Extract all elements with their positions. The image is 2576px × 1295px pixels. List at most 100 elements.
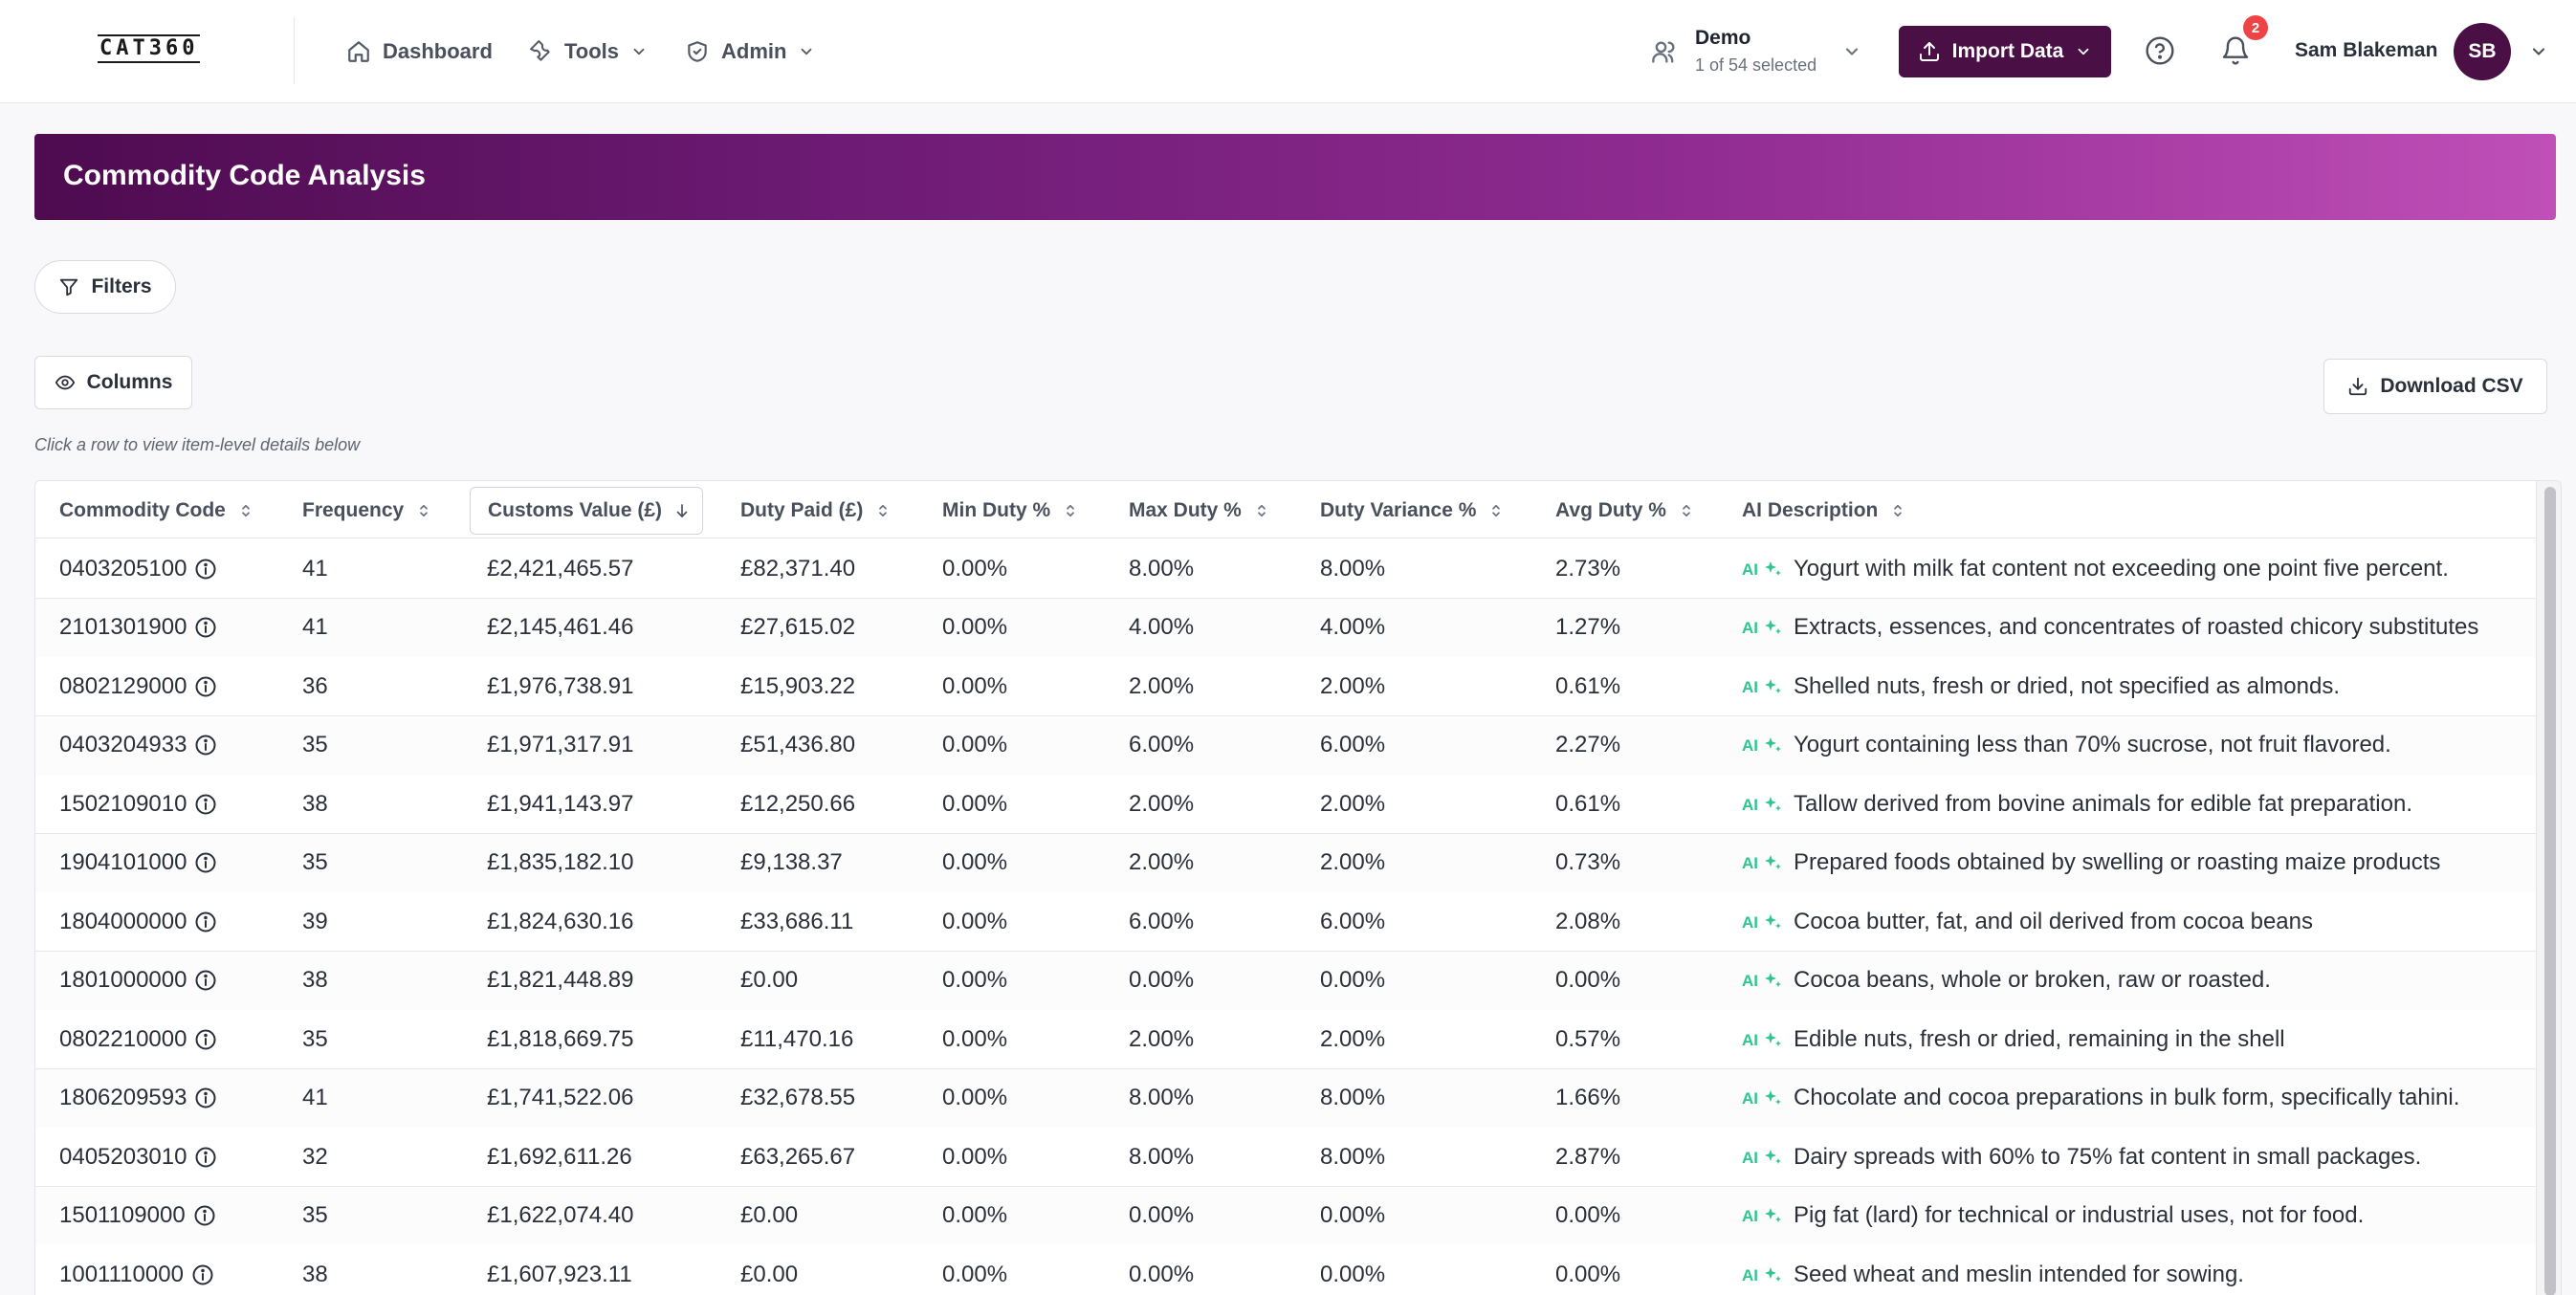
cell-text: 39 <box>302 908 328 934</box>
info-icon[interactable] <box>194 1146 217 1169</box>
cell-duty-paid: £32,678.55 <box>716 1069 855 1128</box>
table-row[interactable]: 0403205100 41 £2,421,465.57 £82,371.40 0.00%… <box>35 539 2536 599</box>
cell-text: 0.00% <box>942 849 1008 875</box>
cell-duty-variance: 8.00% <box>1296 1069 1385 1128</box>
cell-text: £33,686.11 <box>740 908 854 934</box>
cell-ai-description: AI Shelled nuts, fresh or dried, not spec… <box>1718 657 2340 715</box>
table-row[interactable]: 0405203010 32 £1,692,611.26 £63,265.67 0.00%… <box>35 1128 2536 1187</box>
sort-icon[interactable] <box>1678 502 1695 519</box>
info-icon[interactable] <box>194 616 217 639</box>
cell-text: 36 <box>302 672 328 699</box>
table-row[interactable]: 1801000000 38 £1,821,448.89 £0.00 0.00% 0.00%… <box>35 951 2536 1011</box>
cell-text: Cocoa beans, whole or broken, raw or roa… <box>1794 967 2271 993</box>
cell-max-duty: 8.00% <box>1105 539 1194 598</box>
sort-icon[interactable] <box>415 502 432 519</box>
table-row[interactable]: 2101301900 41 £2,145,461.46 £27,615.02 0.00%… <box>35 598 2536 658</box>
columns-button[interactable]: Columns <box>34 356 192 409</box>
cell-text: 2.00% <box>1129 849 1195 875</box>
ai-sparkle-icon: AI <box>1742 558 1794 581</box>
table-row[interactable]: 1806209593 41 £1,741,522.06 £32,678.55 0.00%… <box>35 1068 2536 1129</box>
table-row[interactable]: 1501109000 35 £1,622,074.40 £0.00 0.00% 0.00%… <box>35 1186 2536 1246</box>
column-header-commodity-code[interactable]: Commodity Code <box>35 487 254 535</box>
column-header-max-duty[interactable]: Max Duty % <box>1105 487 1270 535</box>
cell-text: £1,692,611.26 <box>487 1143 632 1170</box>
cell-text: 0.00% <box>1129 1261 1195 1287</box>
info-icon[interactable] <box>191 1263 214 1286</box>
download-csv-button[interactable]: Download CSV <box>2323 359 2547 414</box>
cell-text: 2.00% <box>1320 1025 1386 1052</box>
cell-commodity-code: 1801000000 <box>35 952 217 1010</box>
cell-duty-paid: £63,265.67 <box>716 1128 855 1186</box>
column-header-label: Duty Paid (£) <box>740 499 864 521</box>
sort-icon[interactable] <box>1487 502 1505 519</box>
cell-duty-paid: £11,470.16 <box>716 1010 853 1068</box>
cell-text: 2.00% <box>1129 1025 1195 1052</box>
info-icon[interactable] <box>194 911 217 933</box>
ai-sparkle-icon: AI <box>1742 1086 1794 1109</box>
ai-sparkle-icon: AI <box>1742 675 1794 698</box>
cell-text: £1,971,317.91 <box>487 732 634 757</box>
nav-item-admin[interactable]: Admin <box>685 33 815 71</box>
page-title: Commodity Code Analysis <box>63 160 426 191</box>
sort-icon[interactable] <box>1062 502 1079 519</box>
vertical-scrollbar[interactable] <box>2536 481 2561 1295</box>
table-row[interactable]: 0802129000 36 £1,976,738.91 £15,903.22 0.00%… <box>35 657 2536 716</box>
cell-text: 0.61% <box>1555 672 1621 699</box>
table-row[interactable]: 1001110000 38 £1,607,923.11 £0.00 0.00% 0.00%… <box>35 1245 2536 1295</box>
table-row[interactable]: 1804000000 39 £1,824,630.16 £33,686.11 0.00%… <box>35 892 2536 952</box>
info-icon[interactable] <box>194 734 217 757</box>
table-row[interactable]: 1502109010 38 £1,941,143.97 £12,250.66 0.00%… <box>35 775 2536 834</box>
table-row[interactable]: 0403204933 35 £1,971,317.91 £51,436.80 0.00%… <box>35 715 2536 776</box>
app-logo[interactable]: CAT360 <box>98 34 201 63</box>
cell-max-duty: 2.00% <box>1105 657 1194 715</box>
chevron-down-icon[interactable] <box>2529 42 2548 61</box>
info-icon[interactable] <box>194 1086 217 1109</box>
sort-icon[interactable] <box>874 502 892 519</box>
organisation-selection-count: 1 of 54 selected <box>1695 55 1817 75</box>
svg-text:AI: AI <box>1742 972 1758 990</box>
table-row[interactable]: 1904101000 35 £1,835,182.10 £9,138.37 0.00% 2… <box>35 833 2536 893</box>
svg-text:AI: AI <box>1742 854 1758 872</box>
table-row[interactable]: 0802210000 35 £1,818,669.75 £11,470.16 0.00%… <box>35 1010 2536 1069</box>
info-icon[interactable] <box>194 675 217 698</box>
cell-customs-value: £2,421,465.57 <box>463 539 633 598</box>
column-header-duty-paid[interactable]: Duty Paid (£) <box>716 487 892 535</box>
svg-text:AI: AI <box>1742 796 1758 814</box>
cell-text: 0.00% <box>1555 1261 1621 1287</box>
info-icon[interactable] <box>194 558 217 581</box>
cell-ai-description: AI Extracts, essences, and concentrates o… <box>1718 599 2478 657</box>
organisation-selector[interactable]: Demo 1 of 54 selected <box>1647 23 1867 80</box>
cell-customs-value: £1,818,669.75 <box>463 1010 633 1068</box>
bell-icon[interactable] <box>2220 34 2251 67</box>
info-icon[interactable] <box>194 851 217 874</box>
sort-icon[interactable] <box>237 502 254 519</box>
column-header-frequency[interactable]: Frequency <box>278 487 432 535</box>
info-icon[interactable] <box>194 1028 217 1051</box>
help-icon[interactable] <box>2145 35 2175 66</box>
info-icon[interactable] <box>193 1204 216 1227</box>
column-header-avg-duty[interactable]: Avg Duty % <box>1531 487 1695 535</box>
sort-icon[interactable] <box>1253 502 1270 519</box>
download-icon <box>2349 377 2367 396</box>
scrollbar-thumb[interactable] <box>2544 487 2556 1295</box>
info-icon[interactable] <box>194 793 217 816</box>
column-header-customs-value[interactable]: Customs Value (£) <box>470 487 704 535</box>
avatar[interactable]: SB <box>2454 23 2511 80</box>
cell-duty-variance: 2.00% <box>1296 1010 1385 1068</box>
import-data-button[interactable]: Import Data <box>1899 26 2111 77</box>
column-header-ai-description[interactable]: AI Description <box>1718 487 1906 535</box>
cell-max-duty: 6.00% <box>1105 892 1194 951</box>
cell-text: £63,265.67 <box>740 1143 856 1170</box>
svg-text:AI: AI <box>1742 619 1758 637</box>
cell-text: £1,741,522.06 <box>487 1085 634 1110</box>
column-header-min-duty[interactable]: Min Duty % <box>918 487 1079 535</box>
nav-item-tools[interactable]: Tools <box>528 33 648 71</box>
sort-descending-icon[interactable] <box>673 502 691 519</box>
nav-item-dashboard[interactable]: Dashboard <box>346 33 493 71</box>
column-header-duty-variance[interactable]: Duty Variance % <box>1296 487 1505 535</box>
info-icon[interactable] <box>194 969 217 992</box>
cell-commodity-code: 0403205100 <box>35 539 217 598</box>
sort-icon[interactable] <box>1889 502 1906 519</box>
chevron-down-icon <box>633 48 645 55</box>
filters-button[interactable]: Filters <box>34 260 176 314</box>
